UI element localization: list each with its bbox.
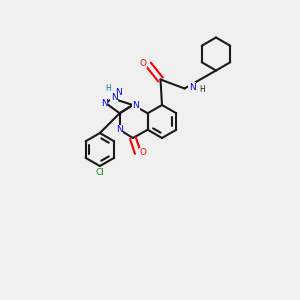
Text: N: N [116,125,123,134]
Text: H: H [106,84,111,93]
Text: O: O [140,148,147,157]
Text: O: O [140,58,147,68]
Text: H: H [200,85,206,94]
Text: N: N [101,98,107,107]
Text: N: N [111,93,118,102]
Text: N: N [116,88,122,97]
Text: N: N [189,82,195,91]
Text: Cl: Cl [95,167,104,176]
Text: N: N [133,100,139,109]
